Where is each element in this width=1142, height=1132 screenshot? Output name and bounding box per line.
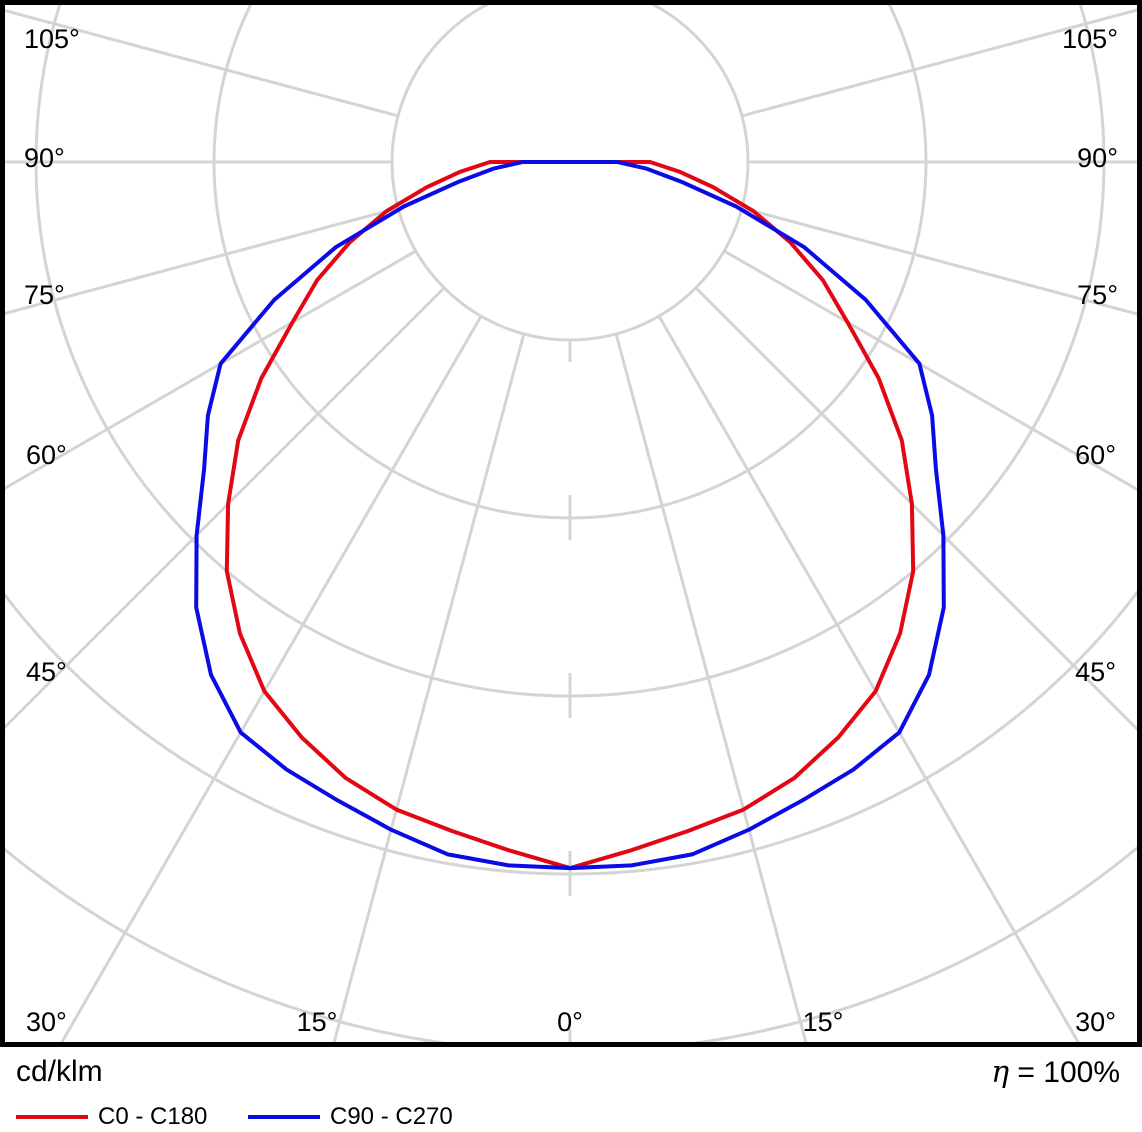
angle-label: 15° xyxy=(803,1007,844,1037)
polar-plot-area: 105° 105° 90° 90° 75° 75° 60° 60° 45° 45° 30° 30° 15… xyxy=(0,0,1142,1047)
polar-chart-svg: 105° 105° 90° 90° 75° 75° 60° 60° 45° 45° 30° 30° 15… xyxy=(0,0,1142,1047)
angle-label: 105° xyxy=(24,24,80,54)
angle-label: 90° xyxy=(1077,143,1118,173)
angle-label: 60° xyxy=(26,440,67,470)
grid-ray xyxy=(5,206,399,315)
angle-label: 90° xyxy=(24,143,65,173)
grid-ray xyxy=(60,315,483,1042)
legend-line-c0-c180 xyxy=(16,1115,88,1119)
grid-ray xyxy=(741,206,1137,316)
angle-label: 45° xyxy=(26,657,67,687)
grid-ray xyxy=(5,9,399,118)
grid-ray xyxy=(657,315,1080,1042)
grid-ring xyxy=(5,589,1137,876)
angle-label: 60° xyxy=(1075,440,1116,470)
legend-label-c90-c270: C90 - C270 xyxy=(330,1103,453,1130)
grid-ray xyxy=(723,249,1137,492)
grid-ring xyxy=(390,5,750,342)
angle-label: 0° xyxy=(557,1007,583,1037)
unit-label: cd/klm xyxy=(16,1055,103,1088)
grid-ray xyxy=(5,286,446,730)
efficiency-label: η = 100% xyxy=(991,1055,1120,1090)
curve-c90-c270 xyxy=(194,160,946,871)
angle-labels: 105° 105° 90° 90° 75° 75° 60° 60° 45° 45° 30° 30° 15… xyxy=(24,24,1118,1037)
polar-grid xyxy=(5,5,1137,1042)
grid-ray xyxy=(694,286,1137,732)
grid-ray xyxy=(5,249,417,490)
legend-label-c0-c180: C0 - C180 xyxy=(98,1103,208,1130)
intensity-curves xyxy=(194,160,946,871)
grid-ray xyxy=(741,8,1137,118)
grid-ray xyxy=(614,333,808,1042)
chart-footer: cd/klm η = 100% C0 - C180 C90 - C270 xyxy=(0,1047,1142,1132)
angle-label: 75° xyxy=(1077,280,1118,310)
angle-label: 30° xyxy=(26,1007,67,1037)
angle-label: 15° xyxy=(297,1007,338,1037)
angle-label: 30° xyxy=(1075,1007,1116,1037)
angle-label: 105° xyxy=(1062,24,1118,54)
plot-border xyxy=(0,0,1142,1047)
legend-line-c90-c270 xyxy=(248,1115,320,1119)
efficiency-value: = 100% xyxy=(1017,1056,1120,1089)
grid-ray xyxy=(332,333,526,1042)
angle-label: 45° xyxy=(1075,657,1116,687)
eta-symbol: η xyxy=(991,1055,1010,1090)
angle-label: 75° xyxy=(24,280,65,310)
